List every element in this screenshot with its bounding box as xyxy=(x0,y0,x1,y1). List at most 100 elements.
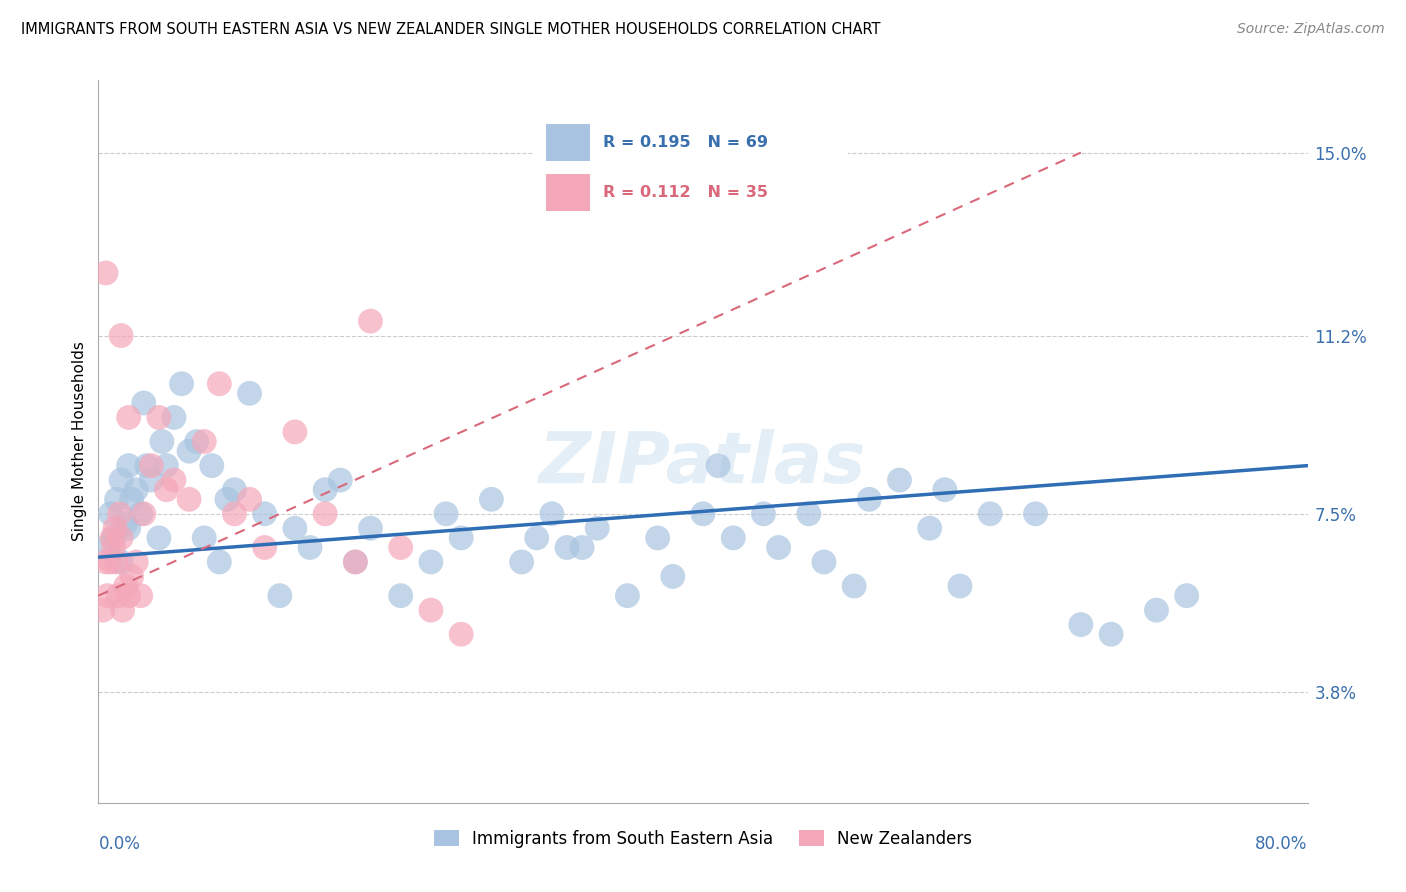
Point xyxy=(314,483,336,497)
Point xyxy=(110,473,132,487)
Point xyxy=(844,579,866,593)
Point xyxy=(571,541,593,555)
Point xyxy=(239,492,262,507)
Point xyxy=(121,492,143,507)
Point xyxy=(450,531,472,545)
Point xyxy=(1099,627,1122,641)
Point xyxy=(389,589,412,603)
Point xyxy=(103,541,125,555)
Point xyxy=(434,507,457,521)
Point xyxy=(94,266,117,280)
Point xyxy=(193,531,215,545)
Point xyxy=(481,492,503,507)
Point xyxy=(170,376,193,391)
Point xyxy=(114,579,136,593)
Point xyxy=(110,531,132,545)
Point xyxy=(224,507,246,521)
Point xyxy=(111,603,134,617)
Point xyxy=(135,458,157,473)
Point xyxy=(299,541,322,555)
Point xyxy=(889,473,911,487)
Point xyxy=(1146,603,1168,617)
Point xyxy=(129,507,152,521)
Point xyxy=(108,507,131,521)
Text: IMMIGRANTS FROM SOUTH EASTERN ASIA VS NEW ZEALANDER SINGLE MOTHER HOUSEHOLDS COR: IMMIGRANTS FROM SOUTH EASTERN ASIA VS NE… xyxy=(21,22,880,37)
Point xyxy=(586,521,609,535)
Y-axis label: Single Mother Households: Single Mother Households xyxy=(72,342,87,541)
Point xyxy=(269,589,291,603)
Point xyxy=(284,425,307,439)
Point xyxy=(186,434,208,449)
Point xyxy=(420,603,443,617)
Point xyxy=(450,627,472,641)
Text: ZIPatlas: ZIPatlas xyxy=(540,429,866,498)
Point xyxy=(100,507,122,521)
Point xyxy=(329,473,352,487)
Point xyxy=(934,483,956,497)
Point xyxy=(692,507,714,521)
Point xyxy=(155,458,177,473)
Point xyxy=(118,458,141,473)
Point xyxy=(107,589,129,603)
Point xyxy=(179,492,201,507)
Point xyxy=(555,541,578,555)
Point xyxy=(616,589,638,603)
Point xyxy=(813,555,835,569)
Point xyxy=(239,386,262,401)
Point xyxy=(253,541,276,555)
Point xyxy=(94,555,117,569)
Point xyxy=(201,458,224,473)
Point xyxy=(647,531,669,545)
Point xyxy=(344,555,367,569)
Point xyxy=(179,444,201,458)
Point xyxy=(1024,507,1046,521)
Point xyxy=(253,507,276,521)
Point xyxy=(918,521,941,535)
Point xyxy=(752,507,775,521)
Point xyxy=(96,589,118,603)
Point xyxy=(661,569,683,583)
Legend: Immigrants from South Eastern Asia, New Zealanders: Immigrants from South Eastern Asia, New … xyxy=(426,822,980,856)
Point xyxy=(129,589,152,603)
Point xyxy=(118,589,141,603)
Point xyxy=(94,541,117,555)
Point xyxy=(768,541,790,555)
Point xyxy=(224,483,246,497)
Point xyxy=(163,410,186,425)
Point xyxy=(163,473,186,487)
Point xyxy=(420,555,443,569)
Point xyxy=(526,531,548,545)
Point xyxy=(103,531,125,545)
Point xyxy=(510,555,533,569)
Text: 0.0%: 0.0% xyxy=(98,835,141,854)
Point xyxy=(148,531,170,545)
Point xyxy=(114,516,136,531)
Point xyxy=(389,541,412,555)
Point xyxy=(125,555,148,569)
Point xyxy=(101,531,124,545)
Point xyxy=(150,434,173,449)
Point xyxy=(1070,617,1092,632)
Point xyxy=(979,507,1001,521)
Point xyxy=(723,531,745,545)
Point xyxy=(100,555,122,569)
Point xyxy=(125,483,148,497)
Point xyxy=(121,569,143,583)
Point xyxy=(1175,589,1198,603)
Point xyxy=(858,492,880,507)
Point xyxy=(314,507,336,521)
Point xyxy=(284,521,307,535)
Point xyxy=(155,483,177,497)
Point xyxy=(118,521,141,535)
Point xyxy=(118,410,141,425)
Point xyxy=(215,492,238,507)
Text: 80.0%: 80.0% xyxy=(1256,835,1308,854)
Point xyxy=(344,555,367,569)
Point xyxy=(141,458,163,473)
Point xyxy=(110,328,132,343)
Point xyxy=(540,507,562,521)
Point xyxy=(707,458,730,473)
Point xyxy=(141,473,163,487)
Point xyxy=(193,434,215,449)
Text: Source: ZipAtlas.com: Source: ZipAtlas.com xyxy=(1237,22,1385,37)
